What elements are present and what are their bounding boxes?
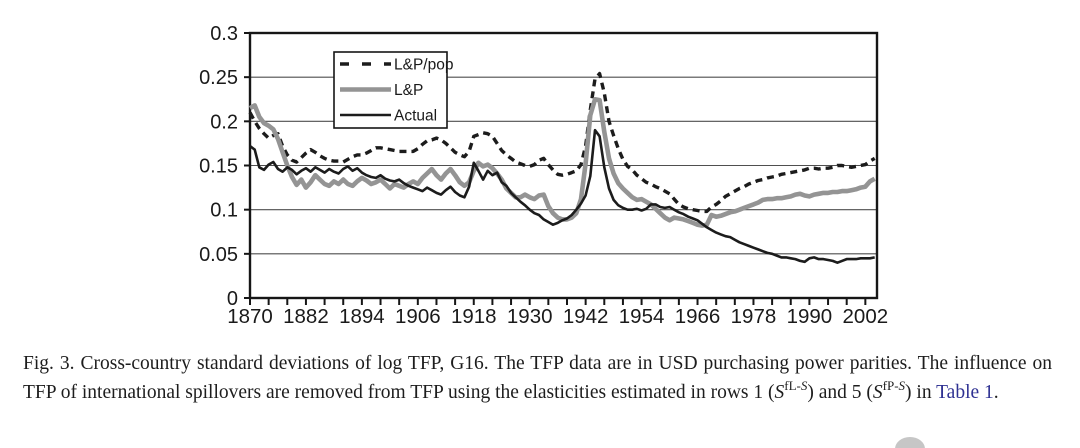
y-tick-label: 0.05 bbox=[199, 244, 238, 266]
caption-var-s2: S bbox=[872, 382, 883, 403]
x-tick-label: 1882 bbox=[283, 305, 329, 328]
page-artifact-blob bbox=[895, 437, 925, 448]
table-1-link[interactable]: Table 1 bbox=[936, 382, 994, 403]
y-tick-label: 0 bbox=[227, 288, 238, 310]
caption-text-3: ) in bbox=[905, 382, 937, 403]
x-tick-label: 1930 bbox=[507, 305, 553, 328]
x-tick-label: 2002 bbox=[843, 305, 889, 328]
caption-var-s1: S bbox=[774, 382, 785, 403]
legend-label-2: Actual bbox=[394, 108, 437, 125]
x-tick-label: 1978 bbox=[731, 305, 777, 328]
legend-label-0: L&P/pop bbox=[394, 57, 453, 74]
series-actual bbox=[249, 128, 875, 265]
legend: L&P/pop L&P Actual bbox=[333, 51, 453, 129]
y-axis: 0 0.05 0.1 0.15 0.2 0.25 0.3 bbox=[199, 23, 250, 310]
x-tick-label: 1942 bbox=[563, 305, 609, 328]
y-tick-label: 0.2 bbox=[210, 111, 238, 133]
caption-sup-2: fP-S bbox=[882, 377, 906, 393]
y-tick-label: 0.1 bbox=[210, 200, 238, 222]
caption-text-2: ) and 5 ( bbox=[807, 382, 873, 403]
y-tick-label: 0.25 bbox=[199, 67, 238, 89]
tfp-chart-svg: 0 0.05 0.1 0.15 0.2 0.25 0.3 1870 1882 1894 1906 19… bbox=[199, 23, 888, 328]
x-tick-label: 1894 bbox=[339, 305, 385, 328]
x-tick-label: 1990 bbox=[787, 305, 833, 328]
series-l-p-pop bbox=[248, 71, 876, 214]
x-tick-label: 1906 bbox=[395, 305, 441, 328]
caption-text-4: . bbox=[993, 382, 999, 403]
caption-text-1: Fig. 3. Cross-country standard deviation… bbox=[23, 353, 1052, 403]
x-tick-label: 1966 bbox=[675, 305, 721, 328]
figure-caption: Fig. 3. Cross-country standard deviation… bbox=[23, 349, 1052, 407]
x-tick-label: 1954 bbox=[619, 305, 665, 328]
y-tick-label: 0.15 bbox=[199, 156, 238, 178]
caption-sup-1: fL-S bbox=[784, 377, 808, 393]
legend-label-1: L&P bbox=[394, 82, 423, 99]
x-tick-label: 1870 bbox=[227, 305, 273, 328]
x-tick-label: 1918 bbox=[451, 305, 497, 328]
x-axis: 1870 1882 1894 1906 1918 1930 1942 1954 1966 1978… bbox=[227, 298, 888, 328]
y-tick-label: 0.3 bbox=[210, 23, 238, 45]
tfp-chart: 0 0.05 0.1 0.15 0.2 0.25 0.3 1870 1882 1894 1906 19… bbox=[199, 23, 888, 328]
